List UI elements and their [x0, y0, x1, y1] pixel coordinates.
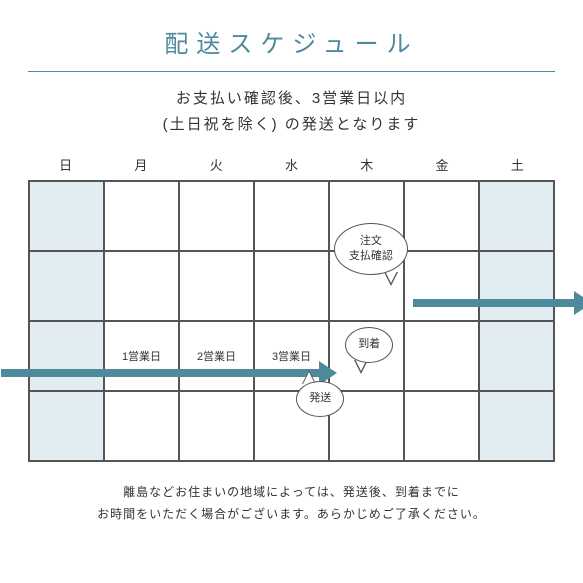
bubble-order-confirm: 注文支払確認	[334, 223, 408, 275]
calendar-row	[29, 181, 554, 251]
calendar-cell	[179, 181, 254, 251]
footer-line-1: 離島などお住まいの地域によっては、発送後、到着までに	[0, 482, 583, 504]
calendar-cell	[404, 391, 479, 461]
arrow-workflow-2	[413, 299, 576, 307]
calendar-cell	[179, 251, 254, 321]
calendar-cell	[404, 321, 479, 391]
calendar-cell	[479, 181, 554, 251]
calendar-cell	[29, 181, 104, 251]
title-underline	[28, 71, 555, 72]
calendar-cell	[479, 391, 554, 461]
subtitle: お支払い確認後、3営業日以内 (土日祝を除く) の発送となります	[0, 86, 583, 137]
footer-line-2: お時間をいただく場合がございます。あらかじめご了承ください。	[0, 504, 583, 526]
arrow-workflow-1	[1, 369, 319, 377]
calendar-cell: 2営業日	[179, 321, 254, 391]
subtitle-line-1: お支払い確認後、3営業日以内	[0, 86, 583, 112]
footer-note: 離島などお住まいの地域によっては、発送後、到着までに お時間をいただく場合がござ…	[0, 482, 583, 525]
day-header: 土	[480, 155, 555, 174]
day-header: 木	[329, 155, 404, 174]
day-header: 月	[103, 155, 178, 174]
calendar-cell	[29, 251, 104, 321]
arrow-head-icon	[574, 291, 583, 315]
day-header: 水	[254, 155, 329, 174]
bubble-arrival: 到着	[345, 327, 393, 363]
calendar-cell	[29, 391, 104, 461]
day-header: 火	[179, 155, 254, 174]
calendar-grid: 1営業日2営業日3営業日 注文支払確認到着発送	[28, 180, 555, 462]
calendar-cell	[254, 181, 329, 251]
calendar-cell	[29, 321, 104, 391]
day-headers-row: 日月火水木金土	[28, 147, 555, 180]
calendar-cell	[104, 391, 179, 461]
calendar-cell	[404, 181, 479, 251]
subtitle-line-2: (土日祝を除く) の発送となります	[0, 112, 583, 138]
calendar-row: 1営業日2営業日3営業日	[29, 321, 554, 391]
calendar-cell	[254, 251, 329, 321]
calendar-cell	[104, 181, 179, 251]
calendar-row	[29, 251, 554, 321]
page-title: 配送スケジュール	[0, 0, 583, 71]
bubble-shipping: 発送	[296, 381, 344, 417]
calendar-cell: 1営業日	[104, 321, 179, 391]
calendar-cell	[479, 251, 554, 321]
calendar-row	[29, 391, 554, 461]
day-header: 金	[404, 155, 479, 174]
calendar-cell	[479, 321, 554, 391]
day-header: 日	[28, 155, 103, 174]
calendar-cell	[179, 391, 254, 461]
calendar-cell	[404, 251, 479, 321]
calendar-cell	[104, 251, 179, 321]
calendar-container: 日月火水木金土 1営業日2営業日3営業日 注文支払確認到着発送	[0, 147, 583, 462]
